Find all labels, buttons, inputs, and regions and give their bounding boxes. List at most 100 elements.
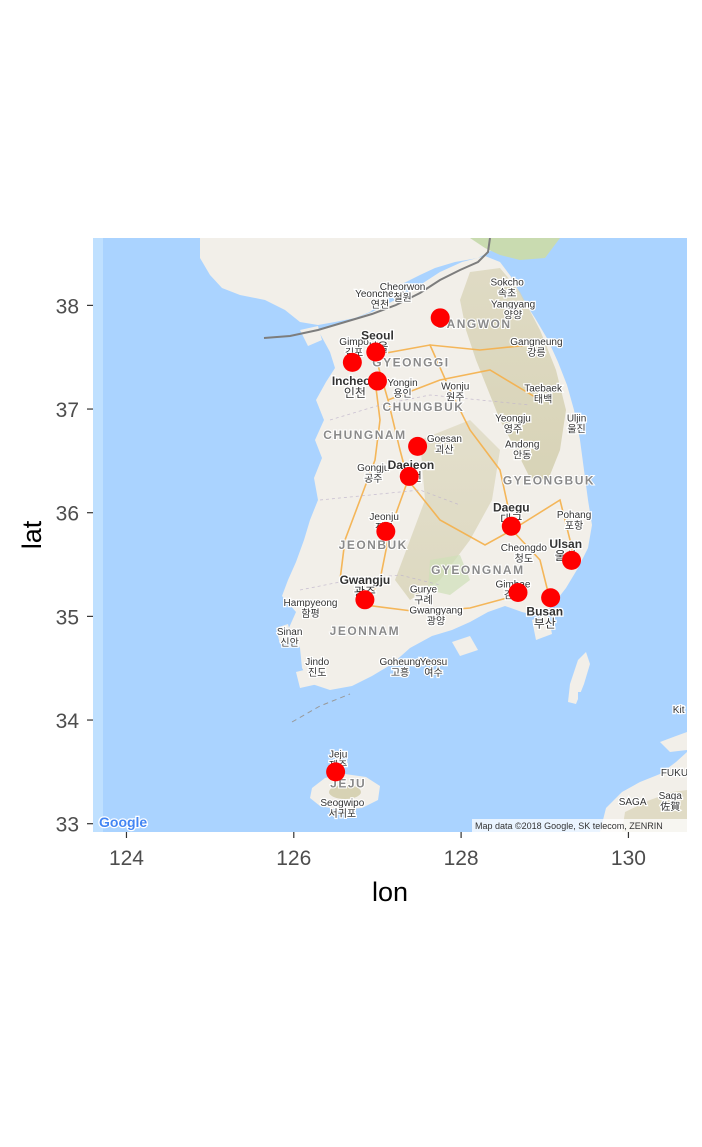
place-local-name: 고흥 (391, 666, 409, 679)
place-name: Gimpo (339, 337, 369, 348)
axes: 124 126 128 130 33 34 35 36 37 38 (56, 295, 646, 870)
y-tick-label: 36 (56, 503, 79, 526)
kyushu-north-coast (660, 732, 687, 752)
place-local-name: 원주 (446, 391, 464, 403)
place-local-name: 청도 (515, 553, 533, 565)
hallasan-peak (329, 785, 361, 799)
place-local-name: 공주 (364, 473, 382, 485)
y-tick-label: 33 (56, 814, 79, 837)
data-point-1 (430, 308, 450, 328)
place-local-name: 함평 (301, 608, 319, 620)
region-label-chungnam: CHUNGNAM (323, 428, 406, 442)
place-name: Seogwipo (320, 798, 364, 809)
place-local-name: 강릉 (527, 347, 545, 359)
place-name: Jeju (329, 749, 347, 760)
place-local-name: 영주 (504, 423, 522, 435)
place-local-name: 부산 (534, 616, 556, 630)
place-name: Gangneung (510, 337, 562, 348)
data-point-13 (326, 762, 346, 782)
x-axis-title: lon (372, 877, 408, 907)
place-name: Andong (505, 439, 539, 450)
dmz-border (263, 238, 491, 339)
northeast-hills (470, 238, 560, 260)
place-name: SAGA (619, 797, 647, 808)
place-name: Ulsan (549, 537, 582, 551)
map-attribution: Map data ©2018 Google, SK telecom, ZENRI… (475, 821, 663, 831)
data-point-7 (501, 516, 521, 536)
place-local-name: 울진 (567, 423, 585, 435)
google-logo: Google (98, 813, 149, 832)
place-saga-upper: SAGA (617, 796, 648, 810)
provincial-borders (299, 394, 531, 591)
region-label-chungbuk: CHUNGBUK (382, 400, 464, 414)
region-label-jeonbuk: JEONBUK (339, 538, 408, 552)
region-label-gyeongbuk: GYEONGBUK (503, 474, 595, 488)
data-point-11 (541, 588, 561, 608)
y-axis-title: lat (17, 520, 47, 549)
southwest-islands (296, 668, 318, 688)
place-local-name: 신안 (280, 637, 298, 649)
north-landmass (200, 238, 492, 325)
place-name: Cheorwon (380, 282, 426, 293)
place-local-name: 구례 (414, 595, 432, 607)
place-name: Yeongju (495, 413, 531, 424)
place-name: Yangyang (491, 299, 535, 310)
place-local-name: 속초 (498, 288, 516, 300)
place-name: Busan (526, 604, 563, 618)
place-name: Goheung (379, 657, 420, 668)
place-local-name: 佐賀 (660, 801, 680, 813)
y-tick-label: 35 (56, 606, 79, 629)
place-local-name: 안동 (513, 449, 531, 461)
place-name: Yongin (387, 378, 417, 389)
data-point-4 (367, 371, 387, 391)
place-name: FUKU (661, 768, 688, 779)
place-name: Yeosu (420, 657, 447, 668)
data-point-6 (399, 466, 419, 486)
place-name: Seoul (361, 329, 394, 343)
place-kit: Kit (672, 704, 686, 718)
place-name: Jeonju (369, 512, 398, 523)
place-local-name: 양양 (504, 309, 522, 321)
data-point-9 (562, 550, 582, 570)
data-point-8 (376, 521, 396, 541)
place-name: Incheon (332, 374, 378, 388)
place-name: Daegu (493, 501, 530, 515)
place-name: Jindo (305, 657, 329, 668)
place-local-name: 연천 (371, 299, 389, 311)
place-local-name: 용인 (393, 388, 411, 400)
x-tick-label: 128 (444, 847, 479, 870)
geoje-island (532, 614, 552, 640)
sobaek-mountains (395, 420, 500, 600)
place-name: Sokcho (490, 278, 524, 289)
place-local-name: 괴산 (435, 444, 453, 456)
place-name: Kit (673, 705, 685, 716)
place-local-name: 태백 (534, 393, 552, 405)
place-local-name: 여수 (424, 667, 442, 679)
place-fuku: FUKU (660, 767, 688, 781)
x-tick-label: 126 (276, 847, 311, 870)
place-name: Goesan (427, 434, 462, 445)
y-tick-label: 34 (56, 710, 80, 733)
place-name: Pohang (557, 510, 591, 521)
map-panel: GANGWON GYEONGGI CHUNGBUK CHUNGNAM GYEONGBUK… (93, 238, 688, 832)
